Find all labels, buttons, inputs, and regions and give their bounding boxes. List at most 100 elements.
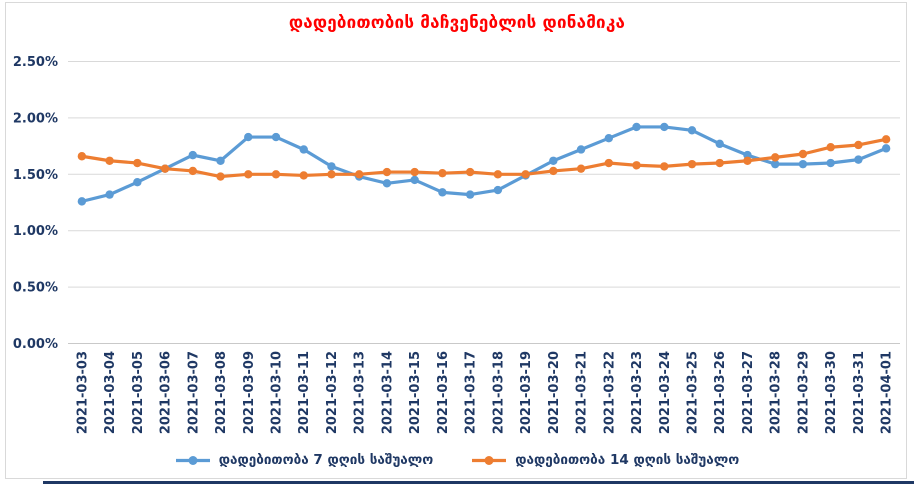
data-point-14day — [660, 162, 669, 171]
x-tick-label: 2021-03-16 — [436, 351, 451, 434]
data-point-7day — [798, 159, 808, 169]
x-tick-label: 2021-03-25 — [686, 351, 701, 434]
data-point-7day — [271, 132, 281, 142]
legend-marker-7day-icon — [175, 455, 210, 465]
series-line-7day — [80, 125, 888, 203]
data-point-7day — [188, 150, 197, 160]
data-point-14day — [410, 167, 419, 177]
data-point-7day — [687, 126, 697, 135]
data-point-7day — [465, 190, 475, 199]
x-tick-label: 2021-03-07 — [186, 351, 201, 434]
legend: დადებითობა 7 დღის საშუალო დადებითობა 14 … — [0, 447, 914, 473]
x-tick-label: 2021-03-09 — [242, 351, 257, 434]
data-point-7day — [244, 132, 253, 142]
data-point-14day — [549, 166, 558, 176]
data-point-7day — [105, 190, 114, 199]
data-point-7day — [632, 122, 641, 132]
y-tick-label: 1.00% — [13, 224, 58, 239]
x-tick-label: 2021-03-17 — [464, 351, 479, 434]
data-point-14day — [299, 171, 308, 180]
data-point-14day — [854, 140, 863, 150]
x-tick-label: 2021-03-31 — [852, 351, 867, 434]
series-line-14day — [80, 137, 888, 179]
x-tick-label: 2021-03-23 — [630, 351, 645, 434]
data-point-7day — [576, 145, 586, 154]
data-point-14day — [771, 153, 780, 162]
data-point-14day — [160, 164, 170, 173]
chart-frame — [5, 2, 907, 479]
data-point-14day — [521, 170, 530, 179]
x-tick-label: 2021-03-30 — [824, 351, 839, 434]
data-point-7day — [327, 162, 336, 171]
data-point-7day — [382, 179, 392, 188]
data-point-7day — [771, 159, 780, 169]
data-point-14day — [798, 149, 808, 159]
data-point-14day — [216, 172, 225, 181]
data-point-14day — [632, 161, 641, 170]
y-tick-label: 2.00% — [13, 111, 58, 126]
legend-marker-14day-icon — [472, 455, 507, 465]
data-point-14day — [382, 167, 392, 177]
x-tick-label: 2021-03-20 — [547, 351, 562, 434]
x-tick-label: 2021-03-05 — [131, 351, 146, 434]
data-point-14day — [438, 168, 447, 178]
x-tick-label: 2021-03-13 — [353, 351, 368, 434]
legend-label-14day: დადებითობა 14 დღის საშუალო — [515, 452, 740, 468]
data-point-14day — [188, 166, 197, 176]
x-tick-label: 2021-03-24 — [658, 351, 673, 434]
data-point-7day — [299, 145, 308, 154]
data-point-14day — [687, 159, 697, 169]
data-point-7day — [715, 139, 724, 149]
data-point-7day — [881, 144, 891, 153]
y-tick-label: 2.50% — [13, 55, 58, 70]
data-point-7day — [660, 122, 669, 132]
data-point-7day — [493, 185, 503, 195]
data-point-14day — [493, 170, 503, 179]
x-tick-label: 2021-03-26 — [713, 351, 728, 434]
x-tick-label: 2021-03-19 — [519, 351, 534, 434]
data-point-14day — [77, 152, 87, 161]
data-point-14day — [576, 164, 586, 173]
data-point-14day — [105, 156, 114, 165]
x-tick-label: 2021-03-03 — [75, 351, 90, 434]
x-tick-label: 2021-03-04 — [103, 351, 118, 434]
data-point-7day — [826, 158, 835, 168]
data-point-14day — [715, 158, 724, 168]
x-tick-label: 2021-03-10 — [270, 351, 285, 434]
data-point-7day — [604, 134, 613, 143]
x-tick-label: 2021-03-15 — [408, 351, 423, 434]
data-point-7day — [549, 156, 558, 165]
legend-label-7day: დადებითობა 7 დღის საშუალო — [218, 452, 434, 468]
data-point-7day — [216, 156, 225, 165]
x-tick-label: 2021-03-06 — [159, 351, 174, 434]
x-tick-label: 2021-03-22 — [602, 351, 617, 434]
x-tick-label: 2021-03-08 — [214, 351, 229, 434]
y-tick-label: 1.50% — [13, 168, 58, 183]
x-tick-label: 2021-03-11 — [297, 351, 312, 434]
y-tick-label: 0.50% — [13, 281, 58, 296]
chart-title: დადებითობის მაჩვენებლის დინამიკა — [288, 13, 626, 33]
legend-item-14day: დადებითობა 14 დღის საშუალო — [471, 452, 739, 468]
data-point-14day — [271, 170, 281, 179]
data-point-7day — [854, 155, 863, 164]
data-point-7day — [133, 177, 142, 187]
y-tick-label: 0.00% — [13, 337, 58, 352]
data-point-7day — [77, 197, 87, 206]
x-tick-label: 2021-03-29 — [796, 351, 811, 434]
bottom-border-line — [43, 481, 914, 484]
legend-item-7day: დადებითობა 7 დღის საშუალო — [175, 452, 434, 468]
data-point-7day — [438, 188, 447, 197]
data-point-14day — [743, 156, 752, 165]
x-tick-label: 2021-04-01 — [880, 351, 895, 434]
data-point-14day — [465, 167, 475, 177]
x-tick-label: 2021-03-27 — [741, 351, 756, 434]
x-tick-label: 2021-03-28 — [769, 351, 784, 434]
data-point-14day — [244, 170, 253, 179]
data-point-7day — [410, 175, 419, 185]
x-tick-label: 2021-03-12 — [325, 351, 340, 434]
data-point-14day — [327, 170, 336, 179]
data-point-14day — [604, 158, 613, 168]
x-tick-label: 2021-03-21 — [575, 351, 590, 434]
